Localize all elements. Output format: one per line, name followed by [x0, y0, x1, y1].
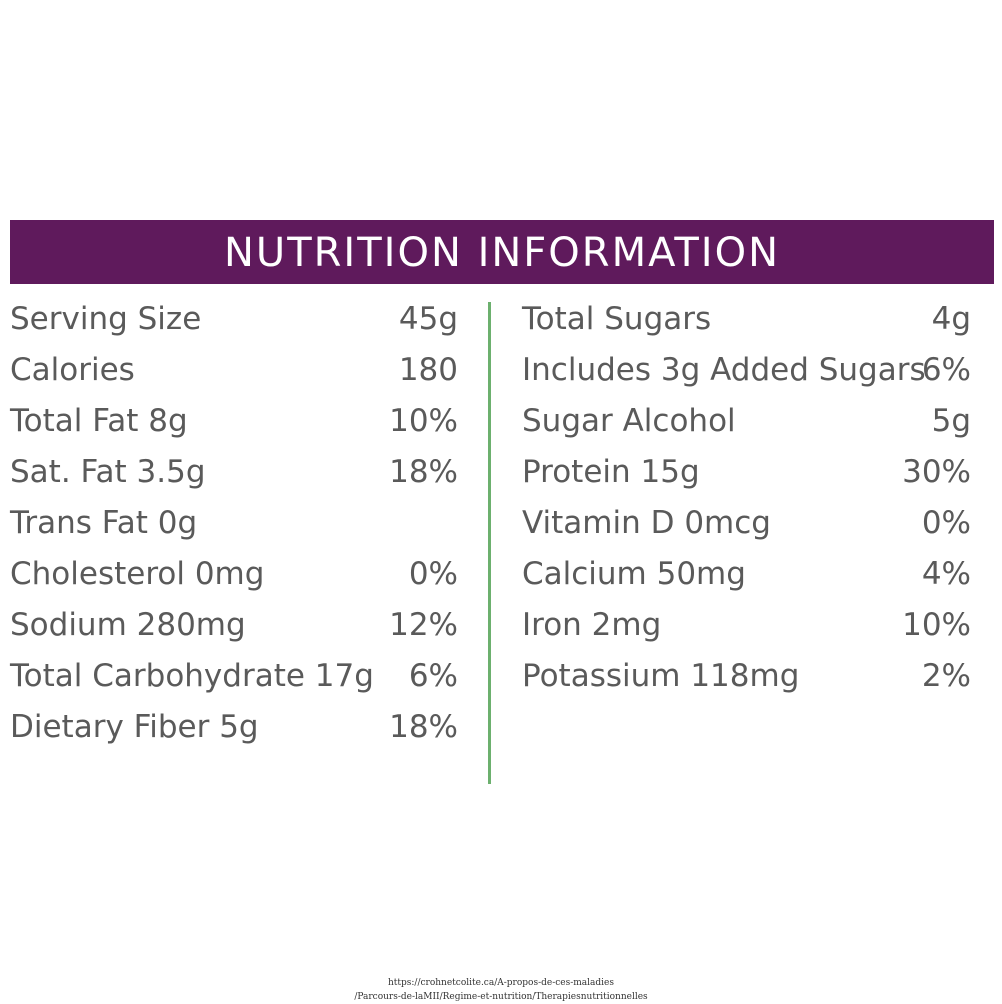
nutrient-label: Calories	[10, 352, 135, 388]
nutrient-row: Sat. Fat 3.5g 18%	[10, 447, 460, 498]
nutrient-label: Cholesterol 0mg	[10, 556, 265, 592]
nutrient-value: 6%	[408, 658, 458, 694]
nutrient-label: Total Fat 8g	[10, 403, 188, 439]
nutrient-label: Trans Fat 0g	[10, 505, 198, 541]
nutrient-row: Total Carbohydrate 17g 6%	[10, 651, 460, 702]
nutrient-row: Sodium 280mg 12%	[10, 600, 460, 651]
source-url-line-2: /Parcours-de-laMII/Regime-et-nutrition/T…	[354, 992, 648, 1002]
nutrient-label: Dietary Fiber 5g	[10, 709, 259, 745]
nutrient-label: Serving Size	[10, 301, 202, 337]
nutrient-value: 10%	[902, 607, 971, 643]
nutrient-value: 6%	[921, 352, 971, 388]
nutrient-value: 0%	[921, 505, 971, 541]
nutrient-row: Total Sugars 4g	[522, 294, 974, 345]
nutrient-row: Cholesterol 0mg 0%	[10, 549, 460, 600]
nutrient-row: Trans Fat 0g	[10, 498, 460, 549]
nutrition-title: NUTRITION INFORMATION	[224, 230, 780, 276]
nutrient-label: Total Carbohydrate 17g	[10, 658, 374, 694]
nutrient-label: Potassium 118mg	[522, 658, 800, 694]
nutrient-row: Dietary Fiber 5g 18%	[10, 702, 460, 753]
nutrient-value: 45g	[398, 301, 458, 337]
nutrient-label: Total Sugars	[522, 301, 712, 337]
nutrient-row: Calcium 50mg 4%	[522, 549, 974, 600]
source-url-line-1: https://crohnetcolite.ca/A-propos-de-ces…	[387, 978, 614, 988]
nutrient-row: Serving Size 45g	[10, 294, 460, 345]
left-nutrient-column: Serving Size 45g Calories 180 Total Fat …	[10, 294, 460, 753]
nutrient-value: 5g	[931, 403, 971, 439]
nutrient-label: Iron 2mg	[522, 607, 662, 643]
nutrient-label: Vitamin D 0mcg	[522, 505, 771, 541]
nutrient-value: 4%	[921, 556, 971, 592]
nutrient-value: 18%	[389, 709, 458, 745]
nutrient-value: 4g	[931, 301, 971, 337]
nutrient-row: Calories 180	[10, 345, 460, 396]
nutrient-label: Protein 15g	[522, 454, 700, 490]
nutrient-value: 180	[398, 352, 458, 388]
nutrient-row: Iron 2mg 10%	[522, 600, 974, 651]
nutrient-label: Calcium 50mg	[522, 556, 746, 592]
right-nutrient-column: Total Sugars 4g Includes 3g Added Sugars…	[522, 294, 974, 702]
nutrient-value: 12%	[389, 607, 458, 643]
nutrient-row: Protein 15g 30%	[522, 447, 974, 498]
nutrient-value: 2%	[921, 658, 971, 694]
nutrient-value: 18%	[389, 454, 458, 490]
nutrient-row: Total Fat 8g 10%	[10, 396, 460, 447]
nutrient-label: Sodium 280mg	[10, 607, 246, 643]
nutrient-row: Vitamin D 0mcg 0%	[522, 498, 974, 549]
nutrient-value: 30%	[902, 454, 971, 490]
column-divider	[488, 302, 491, 784]
nutrient-label: Sat. Fat 3.5g	[10, 454, 206, 490]
nutrition-header-bar: NUTRITION INFORMATION	[10, 220, 994, 284]
nutrient-value: 10%	[389, 403, 458, 439]
nutrient-row: Sugar Alcohol 5g	[522, 396, 974, 447]
nutrient-row: Potassium 118mg 2%	[522, 651, 974, 702]
nutrient-label: Includes 3g Added Sugars	[522, 352, 926, 388]
nutrient-value: 0%	[408, 556, 458, 592]
nutrient-label: Sugar Alcohol	[522, 403, 736, 439]
nutrient-row: Includes 3g Added Sugars 6%	[522, 345, 974, 396]
